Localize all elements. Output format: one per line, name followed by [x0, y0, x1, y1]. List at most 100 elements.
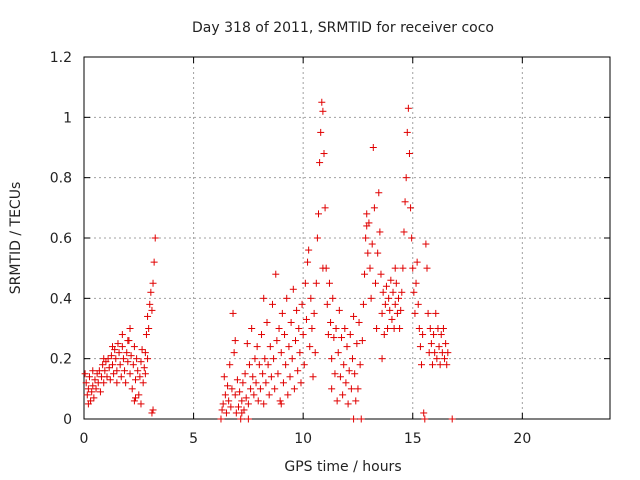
data-point: [218, 406, 226, 414]
data-point: [118, 331, 126, 339]
data-point: [398, 288, 406, 296]
data-point: [287, 318, 295, 326]
data-point: [332, 325, 340, 332]
data-point: [437, 331, 445, 339]
data-point: [333, 397, 341, 405]
data-point: [408, 234, 416, 242]
data-point: [436, 361, 444, 369]
data-point: [344, 400, 352, 408]
data-point: [228, 385, 236, 393]
plot-frame: [83, 56, 611, 420]
data-point: [381, 300, 389, 308]
data-point: [96, 388, 104, 396]
data-point: [424, 309, 432, 317]
data-point: [368, 240, 376, 248]
data-point: [423, 264, 431, 272]
data-point: [142, 331, 150, 339]
data-point: [89, 367, 97, 375]
data-point: [238, 409, 246, 417]
data-point: [363, 222, 371, 230]
data-point: [146, 300, 154, 308]
data-point: [126, 370, 134, 378]
data-point: [141, 370, 149, 378]
data-point: [366, 264, 374, 272]
y-tick-label: 1.2: [50, 50, 72, 66]
data-point: [379, 288, 387, 296]
data-point: [357, 415, 365, 423]
data-point: [150, 258, 158, 266]
data-point: [272, 270, 280, 278]
data-point: [416, 343, 424, 351]
data-point: [281, 331, 289, 339]
data-point: [217, 415, 225, 423]
data-point: [361, 270, 369, 278]
data-point: [339, 391, 347, 399]
data-point: [347, 385, 355, 393]
data-point: [405, 150, 413, 158]
data-point: [262, 379, 270, 387]
y-tick-label: 0.8: [50, 171, 72, 187]
data-point: [116, 361, 124, 369]
data-point: [428, 361, 436, 369]
data-point: [133, 355, 141, 363]
x-axis-label: GPS time / hours: [284, 459, 401, 475]
data-point: [301, 279, 309, 287]
data-point: [421, 415, 429, 423]
data-point: [331, 370, 339, 378]
data-point: [345, 367, 353, 375]
data-point: [410, 288, 418, 296]
data-point: [335, 306, 343, 314]
data-point: [141, 349, 149, 357]
data-point: [119, 355, 127, 363]
data-point: [243, 340, 251, 348]
data-point: [140, 364, 148, 372]
data-point: [296, 349, 304, 357]
data-point: [320, 150, 328, 158]
data-point: [309, 373, 317, 381]
data-point: [261, 355, 269, 363]
data-point: [264, 361, 272, 369]
data-point: [420, 409, 428, 417]
data-point: [124, 337, 132, 345]
data-point: [283, 294, 291, 302]
data-point: [348, 355, 356, 363]
data-point: [310, 309, 318, 317]
data-point: [144, 355, 152, 363]
data-point: [126, 325, 134, 332]
data-point: [414, 300, 422, 308]
data-point: [418, 361, 426, 369]
data-point: [90, 394, 98, 402]
data-point: [371, 279, 379, 287]
data-point: [441, 355, 449, 363]
data-point: [288, 355, 296, 363]
data-point: [245, 361, 253, 369]
data-point: [377, 270, 385, 278]
data-point: [101, 367, 109, 375]
data-point: [244, 415, 252, 423]
data-point: [231, 391, 239, 399]
data-point: [318, 98, 326, 106]
data-point: [350, 415, 358, 423]
data-point: [313, 234, 321, 242]
data-point: [411, 309, 419, 317]
data-point: [270, 355, 278, 363]
data-point: [88, 388, 96, 396]
data-point: [83, 391, 91, 399]
data-point: [385, 294, 393, 302]
data-point: [286, 373, 294, 381]
data-point: [151, 234, 159, 242]
tick-labels: 0 5 10 15 20 0 0.2 0.4 0.6 0.8 1 1.2: [50, 50, 532, 447]
data-point: [282, 361, 290, 369]
data-point: [247, 385, 255, 393]
data-point: [251, 355, 259, 363]
chart-title: Day 318 of 2011, SRMTID for receiver coc…: [192, 20, 494, 36]
data-point: [334, 349, 342, 357]
data-point: [124, 358, 132, 366]
data-point: [233, 376, 241, 384]
y-tick-label: 1: [63, 110, 72, 126]
data-point: [404, 104, 412, 112]
data-point: [137, 358, 145, 366]
data-point: [321, 204, 329, 212]
data-point: [144, 312, 152, 320]
data-point: [432, 309, 440, 317]
